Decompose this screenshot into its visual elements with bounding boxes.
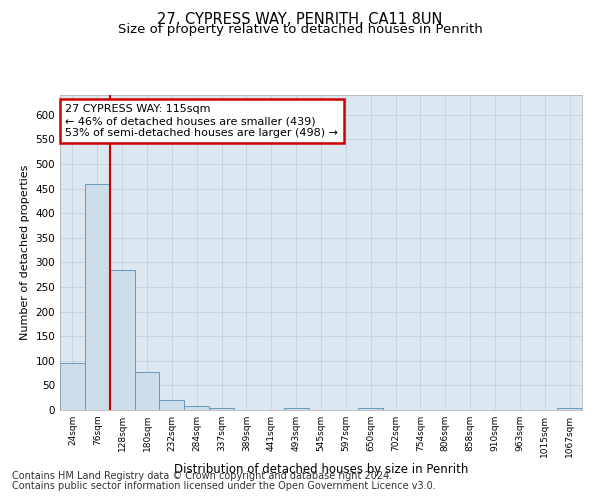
Bar bbox=[184, 406, 209, 410]
Bar bbox=[160, 400, 184, 410]
Text: Contains HM Land Registry data © Crown copyright and database right 2024.: Contains HM Land Registry data © Crown c… bbox=[12, 471, 392, 481]
Bar bbox=[110, 270, 134, 410]
Text: 27, CYPRESS WAY, PENRITH, CA11 8UN: 27, CYPRESS WAY, PENRITH, CA11 8UN bbox=[157, 12, 443, 28]
Bar bbox=[358, 408, 383, 410]
Bar bbox=[60, 363, 85, 410]
Bar bbox=[85, 184, 110, 410]
Text: Size of property relative to detached houses in Penrith: Size of property relative to detached ho… bbox=[118, 24, 482, 36]
Bar bbox=[284, 408, 308, 410]
X-axis label: Distribution of detached houses by size in Penrith: Distribution of detached houses by size … bbox=[174, 462, 468, 475]
Bar bbox=[557, 408, 582, 410]
Y-axis label: Number of detached properties: Number of detached properties bbox=[20, 165, 30, 340]
Bar bbox=[134, 372, 160, 410]
Bar bbox=[209, 408, 234, 410]
Text: 27 CYPRESS WAY: 115sqm
← 46% of detached houses are smaller (439)
53% of semi-de: 27 CYPRESS WAY: 115sqm ← 46% of detached… bbox=[65, 104, 338, 138]
Text: Contains public sector information licensed under the Open Government Licence v3: Contains public sector information licen… bbox=[12, 481, 436, 491]
